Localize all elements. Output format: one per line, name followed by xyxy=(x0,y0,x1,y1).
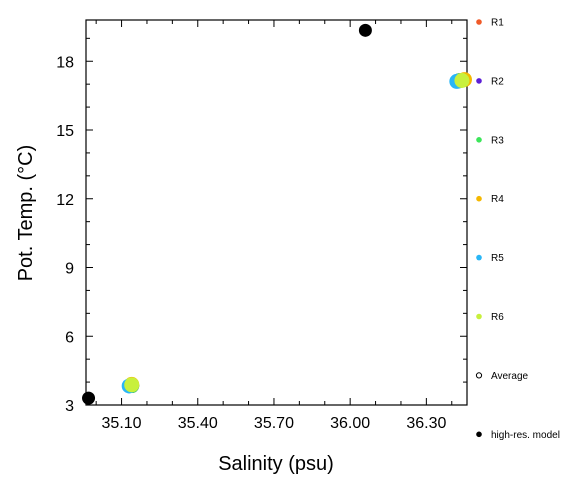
legend-label-r4: R4 xyxy=(491,194,504,205)
data-point-high-res-model xyxy=(358,23,372,37)
legend-label-r1: R1 xyxy=(491,18,504,29)
legend-label-average: Average xyxy=(491,371,529,382)
y-tick-label: 3 xyxy=(65,398,74,415)
data-point-r6 xyxy=(454,73,470,88)
legend-label-r3: R3 xyxy=(491,135,504,146)
legend-marker-r4 xyxy=(476,195,482,202)
y-tick-label: 9 xyxy=(65,261,74,278)
data-point-high-res-model xyxy=(82,391,96,405)
y-axis-label: Pot. Temp. (°C) xyxy=(15,145,37,282)
x-tick-label: 36.30 xyxy=(406,415,446,432)
legend: R1 R2 R3 R4 R5 R6 Average high-res. model xyxy=(475,18,560,441)
data-points xyxy=(82,23,472,405)
legend-marker-r5 xyxy=(476,254,482,261)
y-tick-label: 18 xyxy=(56,54,74,71)
x-tick-label: 36.00 xyxy=(330,415,370,432)
y-tick-label: 12 xyxy=(56,192,74,209)
axis-ticks xyxy=(86,20,467,406)
legend-marker-average xyxy=(475,372,483,379)
legend-label-r2: R2 xyxy=(491,76,504,87)
legend-marker-r3 xyxy=(476,137,482,143)
tick-labels: 35.10 35.40 35.70 36.00 36.30 3 6 9 12 15 18 xyxy=(56,54,446,432)
y-tick-label: 6 xyxy=(65,329,74,346)
legend-marker-r1 xyxy=(476,19,482,25)
x-tick-label: 35.40 xyxy=(178,415,218,432)
x-tick-label: 35.10 xyxy=(102,415,142,432)
legend-marker-r2 xyxy=(476,78,482,84)
x-tick-label: 35.70 xyxy=(254,415,294,432)
legend-label-r5: R5 xyxy=(491,253,504,264)
y-tick-label: 15 xyxy=(56,123,74,140)
data-point-r6 xyxy=(124,377,140,393)
legend-label-high-res-model: high-res. model xyxy=(491,430,560,441)
plot-frame xyxy=(85,19,468,406)
x-axis-label: Salinity (psu) xyxy=(218,453,334,475)
legend-label-r6: R6 xyxy=(491,312,504,323)
legend-marker-high-res-model xyxy=(476,431,482,438)
legend-marker-r6 xyxy=(476,313,482,320)
